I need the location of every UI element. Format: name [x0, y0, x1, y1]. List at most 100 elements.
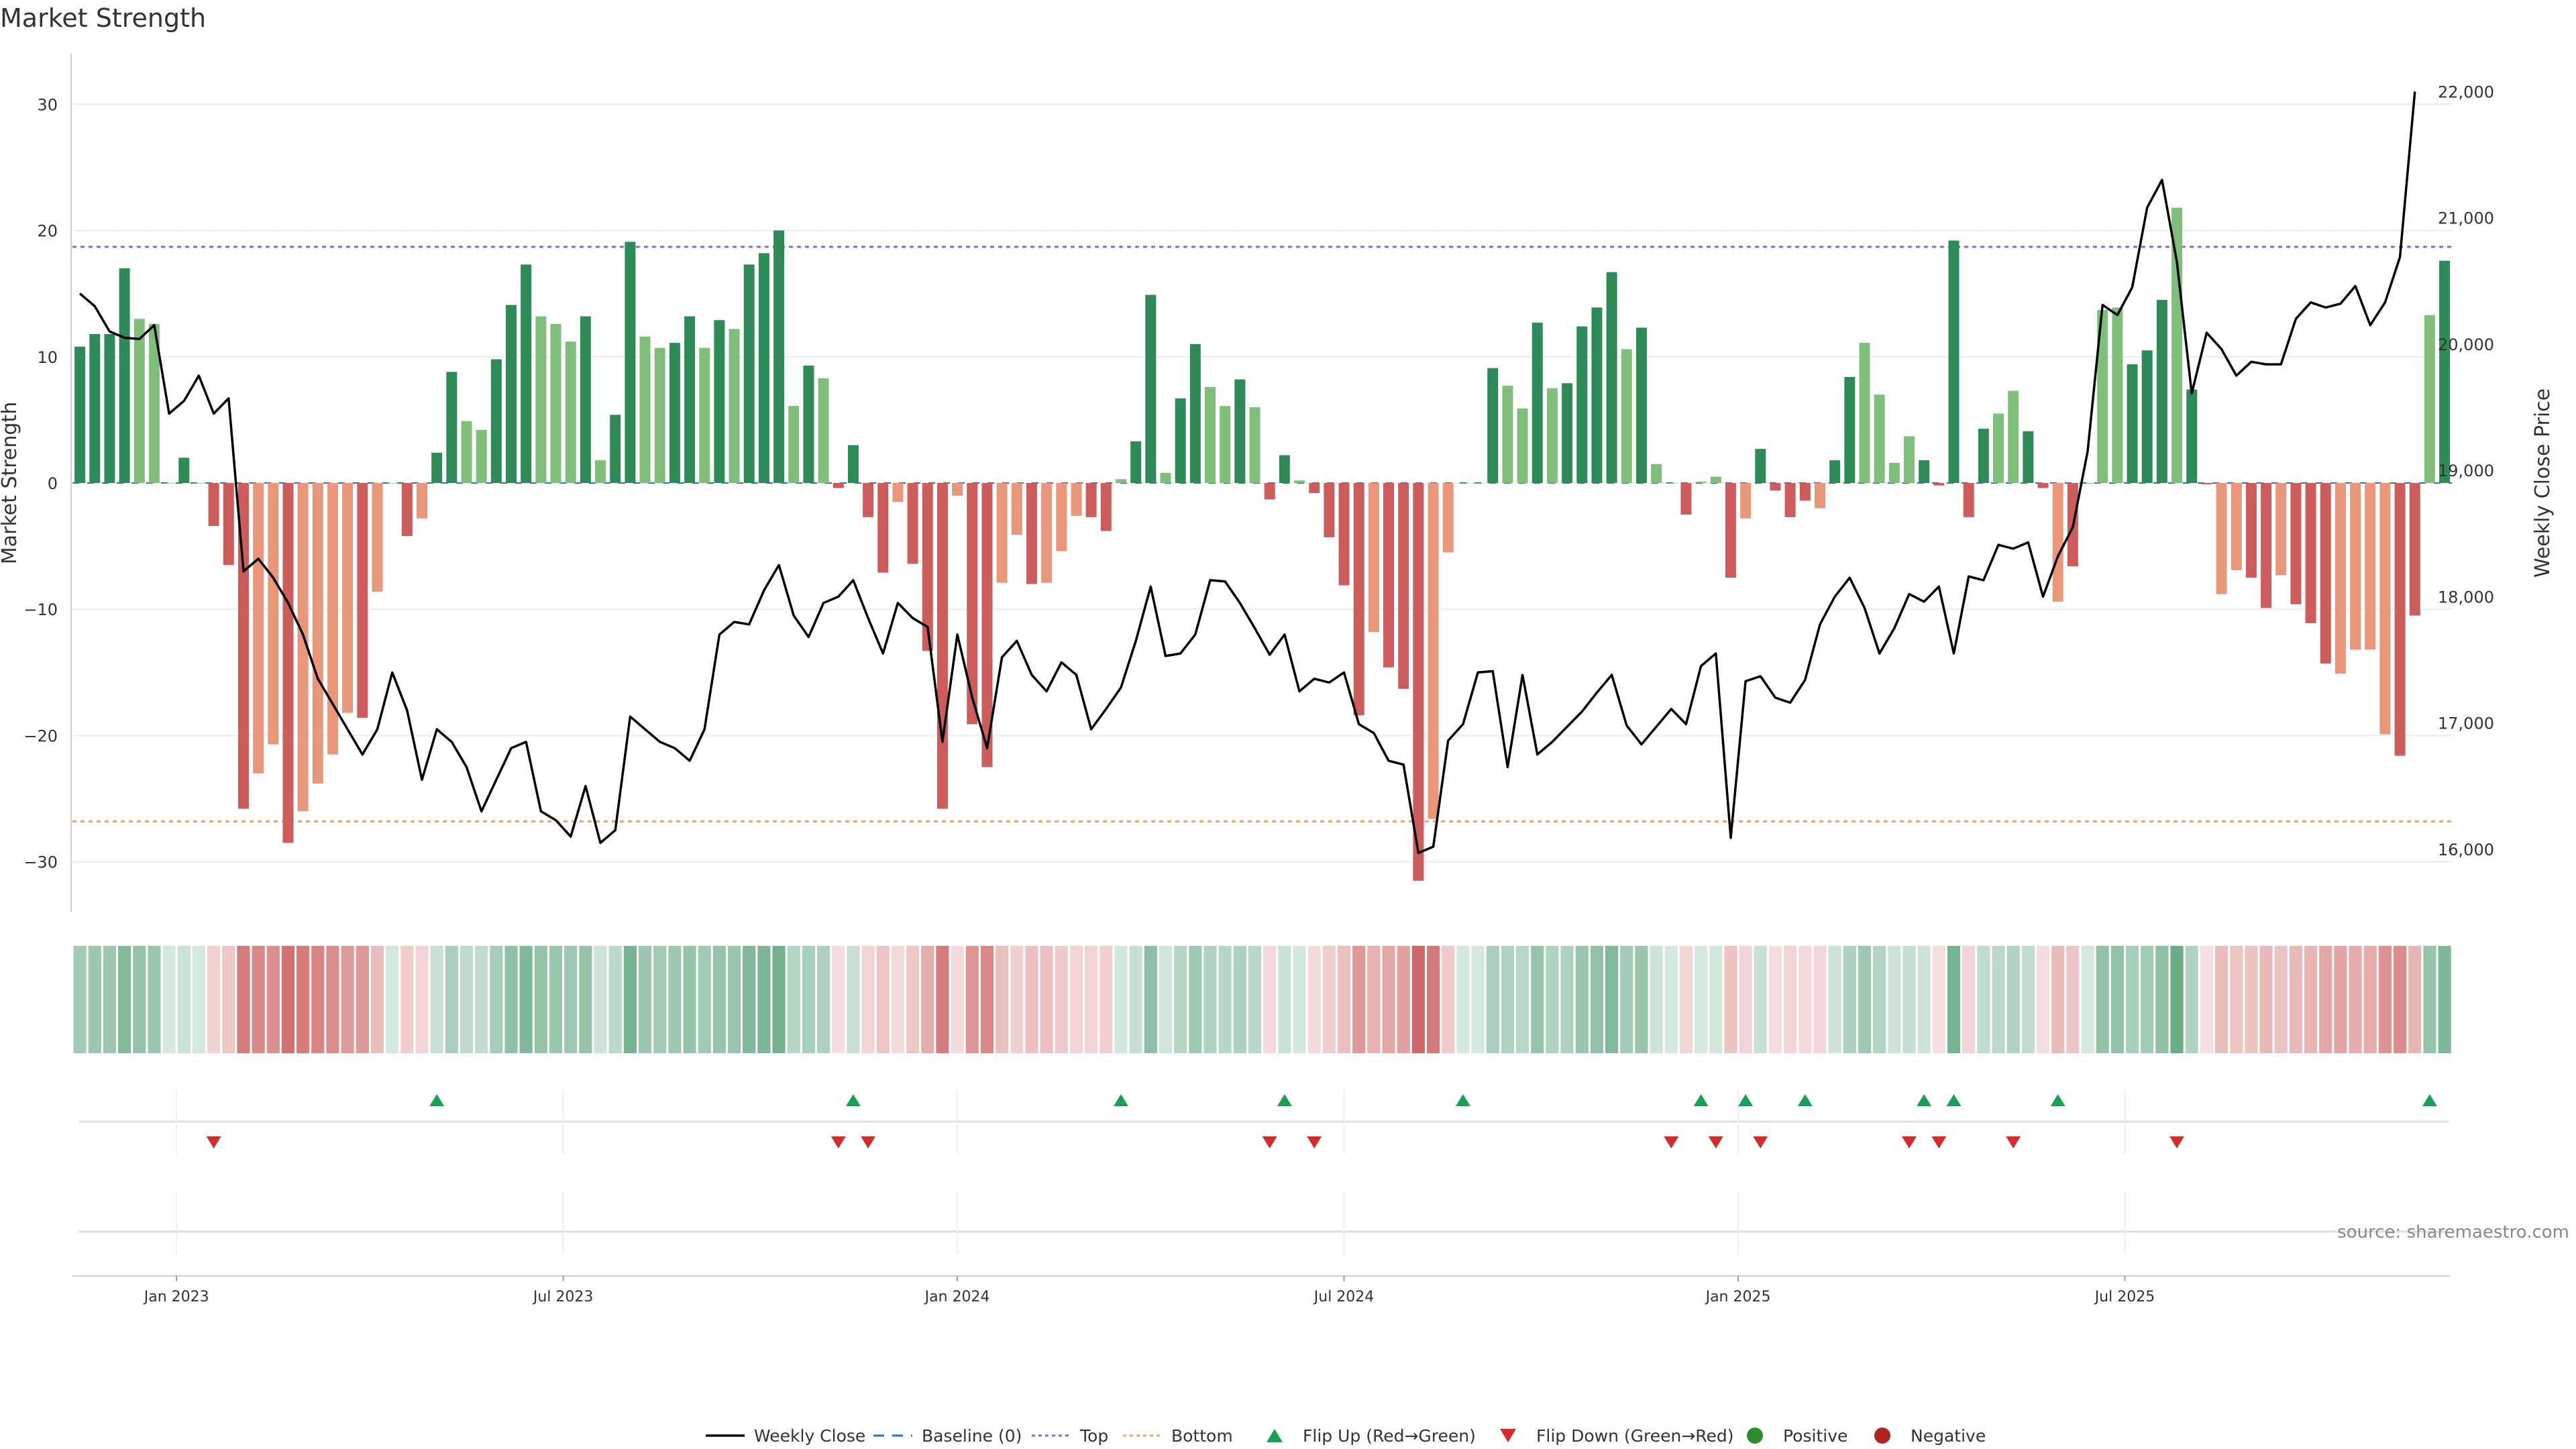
strength-bar — [654, 347, 665, 483]
strength-bar — [1205, 386, 1216, 483]
heat-cell — [2006, 946, 2020, 1053]
strength-bar — [907, 483, 918, 564]
heat-cell — [1025, 946, 1038, 1053]
left-tick-label: −30 — [23, 853, 58, 872]
heat-cell — [460, 946, 474, 1053]
heat-cell — [1858, 946, 1872, 1053]
heat-cell — [712, 946, 726, 1053]
strength-bar — [2290, 483, 2302, 604]
strength-bar — [164, 483, 175, 484]
strength-bar — [1338, 483, 1350, 586]
heat-cell — [1828, 946, 1841, 1053]
left-y-axis-label: Market Strength — [0, 402, 21, 564]
strength-bar — [892, 483, 904, 502]
strength-bar — [922, 483, 933, 651]
strength-bar — [2216, 483, 2227, 594]
heat-cell — [996, 946, 1009, 1053]
strength-bar — [1383, 483, 1395, 667]
strength-bar — [2201, 483, 2212, 484]
heat-cell — [2110, 946, 2124, 1053]
strength-bar — [788, 406, 800, 483]
strength-bar — [2171, 207, 2183, 483]
heat-cell — [1397, 946, 1410, 1053]
heat-cell — [1768, 946, 1782, 1053]
heat-cell — [2036, 946, 2050, 1053]
heat-cell — [370, 946, 384, 1053]
heat-cell — [1174, 946, 1187, 1053]
strength-bar — [268, 483, 279, 745]
heat-cell — [326, 946, 339, 1053]
strength-bar — [342, 483, 354, 713]
left-tick-label: 30 — [37, 95, 58, 114]
strength-bar — [952, 483, 963, 496]
strength-bar — [282, 483, 294, 843]
heat-cell — [2200, 946, 2213, 1053]
strength-bar — [1666, 483, 1677, 484]
heat-cell — [1739, 946, 1752, 1053]
strength-bar — [1888, 462, 1900, 483]
strength-bar — [1784, 483, 1796, 517]
heat-cell — [1085, 946, 1098, 1053]
legend-label: Top — [1079, 1426, 1108, 1446]
heat-cell — [698, 946, 711, 1053]
flip-down-marker — [1307, 1136, 1322, 1148]
strength-bar — [1353, 483, 1364, 716]
strength-bar — [1041, 483, 1053, 583]
heat-cell — [980, 946, 994, 1053]
strength-bar — [610, 415, 621, 483]
flip-up-marker — [1946, 1094, 1962, 1106]
strength-bar — [1963, 483, 1974, 517]
flip-up-marker — [1113, 1094, 1128, 1106]
legend-item: Flip Up (Red→Green) — [1267, 1426, 1476, 1446]
strength-bar — [1145, 294, 1157, 483]
x-tick-label: Jul 2025 — [2094, 1289, 2155, 1305]
strength-bar — [2394, 483, 2406, 756]
flip-down-marker — [1931, 1136, 1947, 1148]
heat-cell — [2125, 946, 2139, 1053]
strength-bar — [669, 343, 680, 483]
heat-cell — [148, 946, 161, 1053]
strength-bar — [2379, 483, 2391, 735]
heat-cell — [623, 946, 637, 1053]
heat-cell — [936, 946, 949, 1053]
heat-cell — [2230, 946, 2243, 1053]
x-tick-label: Jan 2024 — [924, 1289, 990, 1305]
heat-cell — [1456, 946, 1470, 1053]
strength-bar — [1175, 398, 1186, 483]
heat-cell — [1695, 946, 1708, 1053]
heat-cell — [1218, 946, 1232, 1053]
heat-cell — [311, 946, 325, 1053]
heat-cell — [445, 946, 458, 1053]
chart-title: Market Strength — [0, 3, 206, 33]
heat-cell — [1203, 946, 1217, 1053]
legend-item: Baseline (0) — [873, 1426, 1022, 1446]
heat-cell — [1144, 946, 1157, 1053]
flip-up-marker — [1797, 1094, 1813, 1106]
strength-bar — [104, 333, 115, 483]
heat-cell — [2021, 946, 2035, 1053]
heat-cell — [1932, 946, 1945, 1053]
strength-bar — [1189, 343, 1201, 483]
strength-bar — [2261, 483, 2272, 608]
left-tick-label: −10 — [23, 600, 58, 619]
heat-cell — [787, 946, 800, 1053]
strength-bar — [1770, 483, 1781, 491]
strength-bar — [1755, 449, 1766, 483]
legend-positive-icon — [1747, 1428, 1763, 1444]
heat-cell — [252, 946, 265, 1053]
strength-bar — [2334, 483, 2346, 674]
legend-item: Flip Down (Green→Red) — [1500, 1426, 1734, 1446]
strength-bar — [595, 460, 606, 483]
right-tick-label: 19,000 — [2438, 462, 2494, 480]
heat-cell — [1278, 946, 1291, 1053]
strength-bar — [625, 241, 636, 483]
strength-bar — [1279, 455, 1290, 483]
heat-cell — [1426, 946, 1440, 1053]
strength-bar — [2052, 483, 2063, 602]
heat-cell — [1575, 946, 1589, 1053]
strength-bar — [357, 483, 368, 718]
legend-item: Top — [1032, 1426, 1108, 1446]
legend-item: Negative — [1874, 1426, 1986, 1446]
strength-bar — [1309, 483, 1320, 494]
heat-cell — [683, 946, 696, 1053]
